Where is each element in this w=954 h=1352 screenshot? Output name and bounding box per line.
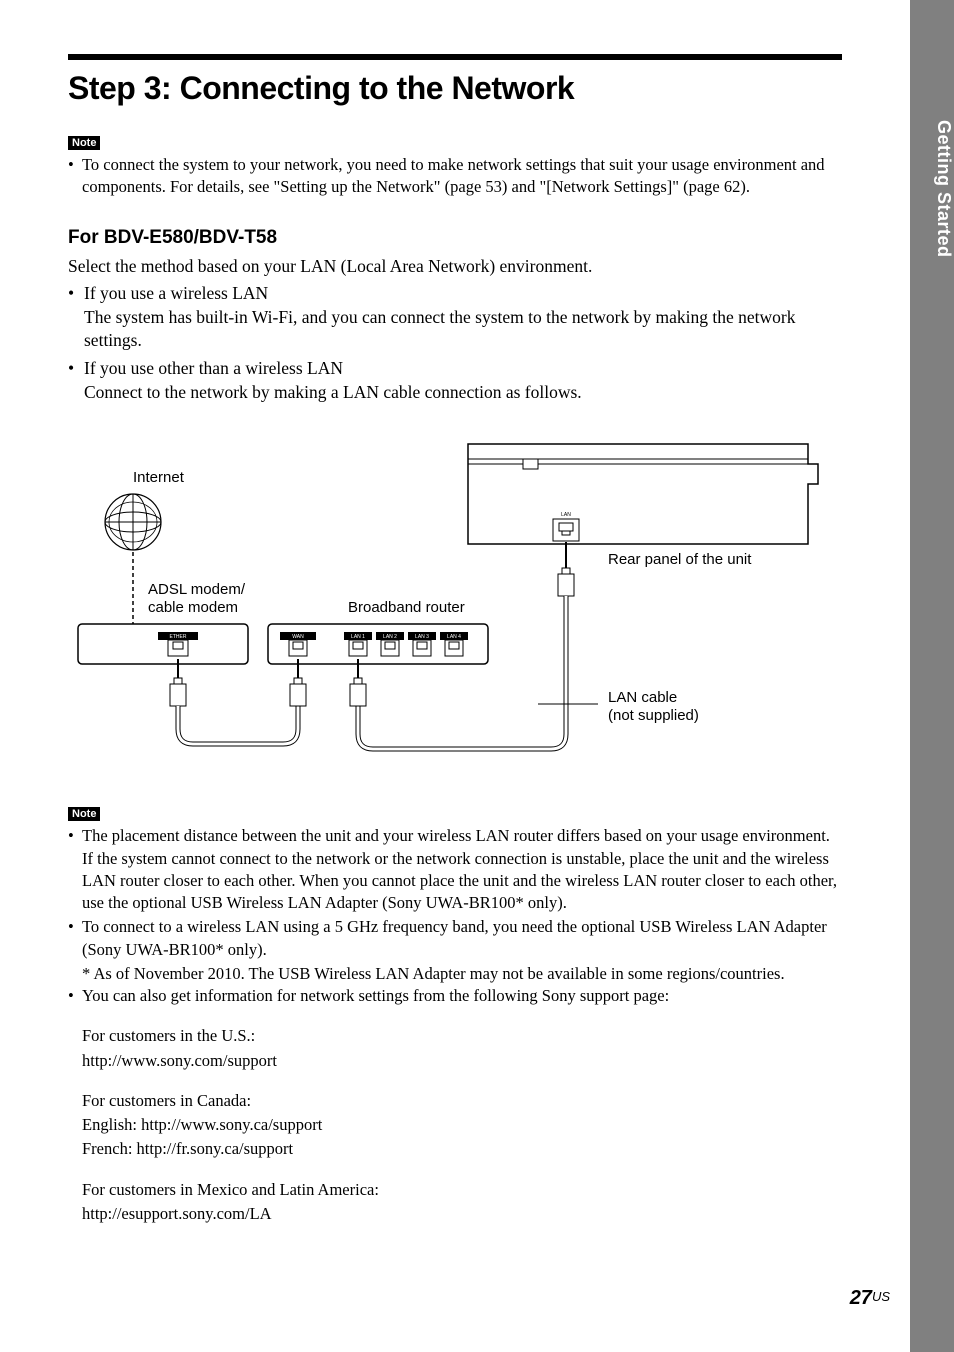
bottom-note-list: The placement distance between the unit … bbox=[68, 825, 842, 961]
lan4-label: LAN 4 bbox=[447, 634, 461, 640]
internet-globe: Internet bbox=[105, 469, 185, 550]
support-ca-head: For customers in Canada: bbox=[82, 1090, 842, 1112]
method-wired: If you use other than a wireless LAN Con… bbox=[68, 357, 842, 404]
support-mx-head: For customers in Mexico and Latin Americ… bbox=[82, 1179, 842, 1201]
method-wired-title: If you use other than a wireless LAN bbox=[84, 358, 343, 378]
lan2-label: LAN 2 bbox=[383, 634, 397, 640]
top-note-item: To connect the system to your network, y… bbox=[68, 154, 842, 199]
top-note-list: To connect the system to your network, y… bbox=[68, 154, 842, 199]
modem-label-2: cable modem bbox=[148, 599, 238, 616]
method-wireless-title: If you use a wireless LAN bbox=[84, 283, 268, 303]
unit-rear-panel: LAN Rear panel of the unit bbox=[468, 444, 818, 568]
lan-cable-label-1: LAN cable bbox=[608, 689, 677, 706]
connection-diagram: LAN Rear panel of the unit Internet bbox=[68, 434, 828, 774]
ether-port-label: ETHER bbox=[170, 634, 187, 640]
section-side-tab: Getting Started bbox=[910, 0, 954, 1352]
wan-port-label: WAN bbox=[292, 634, 304, 640]
rear-panel-label: Rear panel of the unit bbox=[608, 551, 752, 568]
intro-paragraph: Select the method based on your LAN (Loc… bbox=[68, 255, 842, 279]
bottom-note-1: The placement distance between the unit … bbox=[68, 825, 842, 914]
page-title: Step 3: Connecting to the Network bbox=[68, 70, 842, 107]
bottom-note-list-3: You can also get information for network… bbox=[68, 985, 842, 1007]
support-ca-fr: French: http://fr.sony.ca/support bbox=[82, 1138, 842, 1160]
router-label: Broadband router bbox=[348, 599, 465, 616]
unit-lan-port-label: LAN bbox=[561, 512, 571, 518]
model-subhead: For BDV-E580/BDV-T58 bbox=[68, 227, 842, 249]
method-wireless: If you use a wireless LAN The system has… bbox=[68, 282, 842, 353]
support-links: For customers in the U.S.: http://www.so… bbox=[68, 1025, 842, 1225]
lan-cable-label-2: (not supplied) bbox=[608, 707, 699, 724]
lan1-label: LAN 1 bbox=[351, 634, 365, 640]
manual-page: Getting Started Step 3: Connecting to th… bbox=[0, 0, 954, 1352]
modem-box: ADSL modem/ cable modem ETHER bbox=[78, 581, 248, 664]
page-number: 27US bbox=[850, 1287, 890, 1310]
page-content: Step 3: Connecting to the Network Note T… bbox=[68, 54, 842, 1227]
page-number-value: 27 bbox=[850, 1287, 872, 1309]
modem-label-1: ADSL modem/ bbox=[148, 581, 246, 598]
method-list: If you use a wireless LAN The system has… bbox=[68, 282, 842, 404]
section-side-tab-label: Getting Started bbox=[910, 120, 954, 258]
router-box: Broadband router WAN LAN 1 bbox=[268, 599, 488, 664]
lan3-label: LAN 3 bbox=[415, 634, 429, 640]
title-rule bbox=[68, 54, 842, 60]
support-us-head: For customers in the U.S.: bbox=[82, 1025, 842, 1047]
bottom-note-2-asterisk: * As of November 2010. The USB Wireless … bbox=[68, 963, 842, 985]
bottom-note-2: To connect to a wireless LAN using a 5 G… bbox=[68, 916, 842, 961]
note-badge: Note bbox=[68, 136, 100, 150]
cable-modem-to-router bbox=[170, 659, 306, 744]
method-wired-body: Connect to the network by making a LAN c… bbox=[84, 381, 842, 405]
support-us-url: http://www.sony.com/support bbox=[82, 1050, 842, 1072]
method-wireless-body: The system has built-in Wi-Fi, and you c… bbox=[84, 306, 842, 353]
support-ca-en: English: http://www.sony.ca/support bbox=[82, 1114, 842, 1136]
page-region: US bbox=[872, 1289, 890, 1304]
note-badge-bottom: Note bbox=[68, 807, 100, 821]
bottom-note-3: You can also get information for network… bbox=[68, 985, 842, 1007]
internet-label: Internet bbox=[133, 469, 185, 486]
support-mx-url: http://esupport.sony.com/LA bbox=[82, 1203, 842, 1225]
